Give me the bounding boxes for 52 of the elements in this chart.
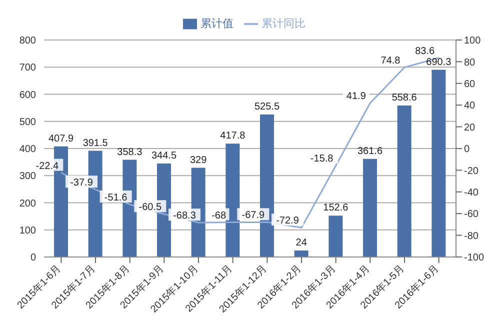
data-label: -68 [212,210,226,222]
data-label: -72.9 [276,216,300,227]
data-label: -67.9 [242,210,265,222]
y2-tick-label: 80 [464,57,476,68]
bar [363,158,377,257]
y2-tick-label: 20 [464,122,476,134]
data-label: 74.8 [380,55,401,66]
bar [294,250,308,257]
y-tick-label: 300 [19,171,36,182]
data-label: 417.8 [220,130,246,142]
data-label: -51.6 [104,192,128,204]
y2-tick-label: 40 [464,100,476,112]
data-label: -68.3 [173,210,196,222]
y-tick-label: 100 [19,225,36,236]
data-label: 329 [190,154,208,166]
data-label: 407.9 [48,133,74,144]
y2-tick-label: -20 [464,166,479,177]
y-tick-label: 800 [19,36,36,47]
data-label: 24 [296,237,308,248]
y2-tick-label: -60 [464,209,479,220]
data-label: 152.6 [323,202,349,214]
data-label: 558.6 [392,92,418,104]
bar [397,105,412,257]
y2-tick-label: -80 [464,230,479,242]
data-label: -60.5 [138,202,162,214]
y-tick-label: 600 [19,90,36,101]
data-label: 361.6 [357,146,383,157]
y2-tick-label: 100 [464,36,482,47]
data-label: -15.8 [310,154,334,165]
y-tick-label: 400 [19,144,36,156]
data-label: 690.3 [426,56,452,68]
legend-label: 累计同比 [262,18,306,30]
y-tick-label: 0 [30,252,36,264]
y-tick-label: 500 [19,116,36,128]
bar [432,70,446,257]
y2-tick-label: -40 [464,187,479,198]
data-label: 41.9 [346,91,366,102]
data-label: -22.4 [36,160,59,172]
y2-tick-label: 60 [464,78,476,90]
data-label: 83.6 [415,46,435,57]
data-label: 525.5 [254,101,280,112]
y2-tick-label: -100 [464,252,484,264]
y-tick-label: 200 [19,198,36,210]
bar [226,144,240,257]
y2-tick-label: 0 [464,144,470,156]
data-label: 391.5 [82,138,108,149]
data-label: 358.3 [117,146,143,158]
y-tick-label: 700 [19,62,36,74]
legend-label: 累计值 [200,18,234,30]
data-label: 344.5 [151,150,177,162]
data-label: -37.9 [70,178,94,189]
bar [328,216,343,257]
